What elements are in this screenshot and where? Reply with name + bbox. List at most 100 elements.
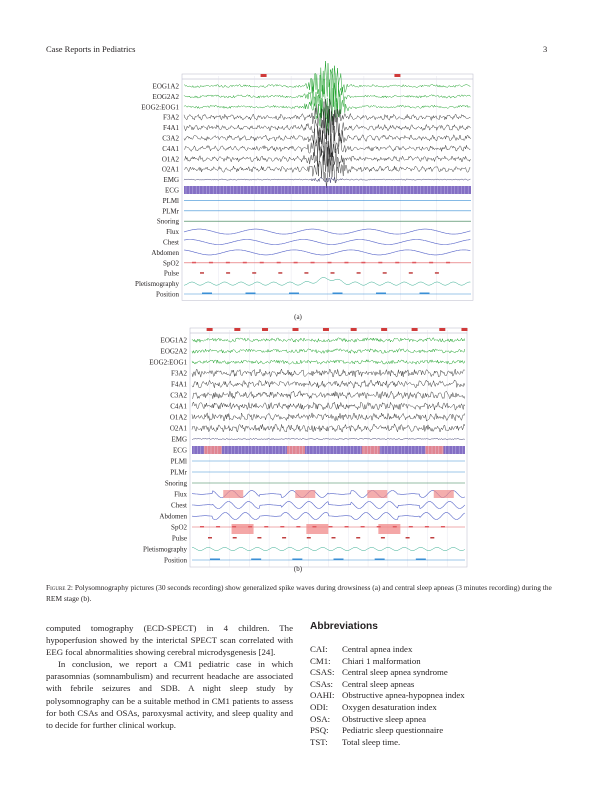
channel-label: O1A2 bbox=[162, 155, 180, 163]
spo2-mark bbox=[259, 261, 264, 264]
eog-trace bbox=[183, 60, 471, 110]
channel-label: O2A1 bbox=[170, 425, 188, 433]
pulse-mark bbox=[278, 272, 283, 274]
channel-label: EOG2A2 bbox=[153, 93, 180, 101]
body-text: computed tomography (ECD-SPECT) in 4 chi… bbox=[46, 622, 293, 731]
pulse-mark bbox=[252, 272, 257, 274]
spo2-mark bbox=[440, 526, 445, 528]
pulse-mark bbox=[304, 272, 309, 274]
spo2-mark bbox=[216, 526, 221, 528]
channel-label: Pletismography bbox=[143, 546, 187, 554]
spo2-mark bbox=[408, 526, 413, 528]
spo2-mark bbox=[344, 261, 349, 264]
abbreviation-definition: Chiari 1 malformation bbox=[342, 655, 421, 666]
spo2-mark bbox=[232, 526, 237, 528]
desaturation-event bbox=[306, 524, 329, 534]
eeg-trace bbox=[183, 125, 471, 158]
spo2-mark bbox=[208, 261, 213, 264]
abbreviation-definition: Obstructive sleep apnea bbox=[342, 713, 427, 724]
stage-marker bbox=[350, 328, 357, 331]
spo2-mark bbox=[361, 261, 366, 264]
spo2-mark bbox=[344, 526, 349, 528]
eog-trace bbox=[191, 337, 466, 344]
ecg-artifact bbox=[203, 446, 222, 454]
stage-marker bbox=[439, 328, 446, 331]
abbreviation-item: ODI: Oxygen desaturation index bbox=[310, 702, 465, 714]
respiration-trace bbox=[183, 249, 471, 256]
eeg-trace bbox=[183, 105, 471, 143]
panel-b-label: (b) bbox=[293, 565, 303, 573]
channel-label: Abdomen bbox=[159, 513, 187, 521]
figure-caption: Figure 2: Polysomnography pictures (30 s… bbox=[46, 583, 558, 604]
channel-label: O2A1 bbox=[162, 166, 180, 174]
pletismography-trace bbox=[183, 277, 471, 286]
channel-label: Chest bbox=[163, 239, 179, 247]
respiration-trace bbox=[183, 239, 471, 245]
pulse-mark bbox=[405, 537, 410, 539]
channel-label: C4A1 bbox=[170, 403, 187, 411]
abbreviation-definition: Pediatric sleep questionnaire bbox=[342, 725, 444, 736]
stage-marker bbox=[411, 328, 418, 331]
abbreviation-definition: Central apnea index bbox=[342, 644, 413, 654]
spo2-mark bbox=[192, 261, 196, 264]
stage-marker bbox=[394, 74, 401, 77]
ecg-artifact bbox=[425, 446, 444, 454]
channel-label: PLMr bbox=[162, 207, 179, 215]
spo2-mark bbox=[225, 261, 230, 264]
spo2-mark bbox=[276, 261, 281, 264]
eeg-trace bbox=[191, 423, 465, 433]
pulse-mark bbox=[282, 537, 287, 539]
pulse-mark bbox=[306, 537, 311, 539]
position-mark bbox=[332, 292, 343, 294]
channel-label: EMG bbox=[171, 436, 187, 444]
position-mark bbox=[202, 292, 212, 294]
spo2-mark bbox=[395, 261, 400, 264]
abbreviation-definition: Total sleep time. bbox=[342, 736, 401, 747]
eeg-trace bbox=[183, 130, 471, 167]
pulse-mark bbox=[330, 272, 335, 274]
abbreviation-term: ODI: bbox=[310, 701, 329, 712]
abbreviation-item: OAHI: Obstructive apnea-hypopnea index bbox=[310, 690, 465, 702]
ecg-band bbox=[192, 446, 465, 454]
pulse-mark bbox=[434, 272, 439, 274]
abbreviations-heading: Abbreviations bbox=[310, 621, 378, 632]
spo2-mark bbox=[392, 526, 397, 528]
pulse-mark bbox=[257, 537, 262, 539]
pulse-mark bbox=[408, 272, 413, 274]
abbreviation-definition: Central sleep apneas bbox=[342, 678, 415, 689]
panel-a-label: (a) bbox=[294, 313, 302, 321]
body-paragraph-2: In conclusion, we report a CM1 pediatric… bbox=[46, 659, 293, 730]
channel-label: Pletismography bbox=[135, 280, 179, 288]
body-paragraph-1: computed tomography (ECD-SPECT) in 4 chi… bbox=[46, 623, 293, 658]
channel-label: Snoring bbox=[165, 480, 188, 488]
emg-trace bbox=[183, 176, 471, 183]
pulse-mark bbox=[200, 272, 204, 274]
ecg-band bbox=[184, 186, 471, 194]
respiration-trace bbox=[183, 228, 471, 235]
respiration-trace bbox=[192, 512, 465, 520]
abbreviations-list: CAI: Central apnea index CM1: Chiari 1 malf… bbox=[310, 644, 465, 748]
spo2-mark bbox=[280, 526, 285, 528]
spo2-mark bbox=[327, 261, 332, 264]
pletismography-trace bbox=[191, 547, 465, 551]
abbreviation-item: OSA: Obstructive sleep apnea bbox=[310, 714, 465, 726]
page-number: 3 bbox=[543, 44, 548, 54]
abbreviation-item: PSQ: Pediatric sleep questionnaire bbox=[310, 725, 465, 737]
abbreviation-term: CSAS: bbox=[310, 667, 335, 678]
spo2-mark bbox=[242, 261, 247, 264]
spo2-mark bbox=[446, 261, 451, 264]
eeg-trace bbox=[191, 379, 465, 389]
spo2-mark bbox=[312, 526, 317, 528]
channel-label: Position bbox=[164, 557, 187, 565]
position-mark bbox=[289, 292, 299, 294]
abbreviation-definition: Oxygen desaturation index bbox=[342, 701, 437, 712]
desaturation-event bbox=[378, 524, 401, 534]
channel-label: EMG bbox=[163, 176, 179, 184]
stage-marker bbox=[322, 328, 329, 331]
pulse-mark bbox=[208, 537, 212, 539]
channel-label: O1A2 bbox=[170, 414, 188, 422]
abbreviation-term: CSAs: bbox=[310, 678, 333, 689]
channel-label: EOG2A2 bbox=[161, 348, 188, 356]
eog-trace bbox=[191, 359, 466, 365]
